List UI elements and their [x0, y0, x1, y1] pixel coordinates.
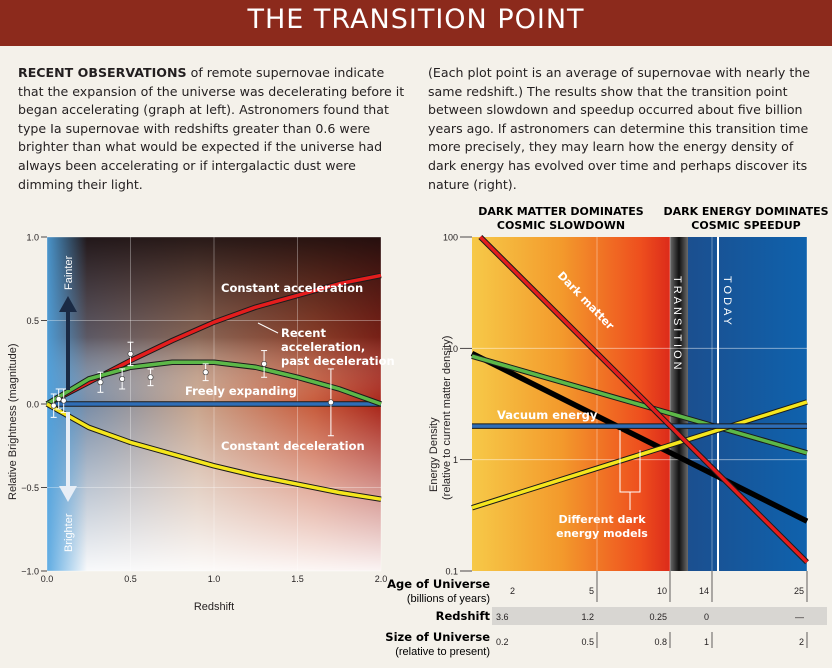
- intro-left-paragraph: RECENT OBSERVATIONS of remote supernovae…: [18, 64, 410, 194]
- right-chart: DARK MATTER DOMINATES COSMIC SLOWDOWN DA…: [385, 205, 828, 658]
- header-dark-energy-1: DARK ENERGY DOMINATES: [663, 205, 828, 218]
- label-recent-acceleration-3: past deceleration: [281, 354, 395, 368]
- data-point-8: [261, 361, 267, 367]
- left-x-axis-label: Redshift: [194, 601, 234, 613]
- table-cell-2-0: 0.2: [496, 637, 509, 647]
- data-point-3: [97, 379, 104, 386]
- table-cell-0-3: 14: [699, 586, 709, 596]
- left-chart: Fainter Brighter Constant acceleration R…: [7, 233, 395, 614]
- data-point-9: [327, 399, 334, 406]
- left-xtick-label-3: 1.5: [291, 574, 304, 584]
- fainter-label: Fainter: [63, 255, 75, 290]
- left-ytick-label-4: −1.0: [21, 567, 39, 577]
- vacuum-energy-label: Vacuum energy: [497, 408, 598, 422]
- page-title: THE TRANSITION POINT: [247, 4, 585, 35]
- fainter-arrow-icon: [59, 296, 77, 312]
- table-cell-0-4: 25: [794, 586, 804, 596]
- intro-lead: RECENT OBSERVATIONS: [18, 65, 187, 80]
- right-series: [470, 235, 809, 565]
- right-ytick-label-0: 100: [443, 233, 458, 243]
- left-series-line-1: [46, 360, 382, 406]
- data-point-6: [147, 374, 154, 381]
- size-row-label-2: (relative to present): [395, 646, 490, 658]
- left-series: [45, 272, 382, 502]
- table-cell-0-0: 2: [510, 586, 515, 596]
- right-plot-speedup-region: [688, 237, 807, 571]
- label-pointer-recent: [257, 322, 279, 334]
- left-ytick-label-1: 0.5: [26, 316, 39, 326]
- header-dark-matter-2: COSMIC SLOWDOWN: [497, 219, 625, 232]
- data-point-2: [60, 397, 67, 404]
- transition-band: [670, 237, 688, 571]
- label-freely-expanding: Freely expanding: [185, 384, 297, 398]
- left-y-axis-label: Relative Brightness (magnitude): [7, 343, 19, 500]
- right-y-axis-label-2: (relative to current matter density): [441, 336, 453, 500]
- label-constant-deceleration: Constant deceleration: [221, 439, 365, 453]
- right-ytick-label-3: 0.1: [445, 567, 458, 577]
- right-ytick-label-1: 10: [448, 344, 458, 354]
- size-row-label-1: Size of Universe: [385, 630, 490, 644]
- left-x-ticks: 0.0 0.5 1.0 1.5 2.0: [41, 574, 388, 584]
- table-cell-0-1: 5: [589, 586, 594, 596]
- right-series-line-3: [471, 354, 808, 455]
- table-cells: 2 5 10 14 253.6 1.2 0.25 0 —0.2 0.5 0.8 1 2: [496, 571, 808, 648]
- brighter-label: Brighter: [63, 513, 75, 552]
- redshift-row-band: [492, 607, 827, 625]
- label-recent-acceleration-1: Recent: [281, 326, 326, 340]
- today-label: TODAY: [721, 276, 733, 328]
- data-point-1: [55, 396, 62, 402]
- table-cell-1-2: 0.25: [649, 612, 667, 622]
- header-bar: [0, 0, 832, 46]
- header-dark-matter-1: DARK MATTER DOMINATES: [478, 205, 644, 218]
- table-cell-2-4: 2: [799, 637, 804, 647]
- label-recent-acceleration-2: acceleration,: [281, 340, 365, 354]
- intro-left-text: of remote supernovae indicate that the e…: [18, 65, 405, 192]
- right-ytick-label-2: 1: [453, 455, 458, 465]
- left-y-ticks: 1.0 0.5 0.0 −0.5 −1.0: [21, 233, 47, 577]
- left-ytick-label-3: −0.5: [21, 483, 39, 493]
- left-data-points: [50, 341, 334, 437]
- left-xtick-label-2: 1.0: [208, 574, 221, 584]
- data-point-0: [50, 402, 57, 409]
- left-ytick-label-0: 1.0: [26, 233, 39, 243]
- transition-label: TRANSITION: [671, 276, 683, 373]
- table-cell-1-3: 0: [704, 612, 709, 622]
- table-cell-1-1: 1.2: [581, 612, 594, 622]
- label-constant-acceleration: Constant acceleration: [221, 281, 363, 295]
- redshift-row-label: Redshift: [436, 609, 491, 623]
- models-label-2: energy models: [556, 527, 648, 540]
- table-cell-2-2: 0.8: [654, 637, 667, 647]
- table-cell-0-2: 10: [657, 586, 667, 596]
- header-dark-energy-2: COSMIC SPEEDUP: [691, 219, 800, 232]
- age-row-label-1: Age of Universe: [387, 577, 490, 591]
- right-series-line-2: [471, 351, 808, 523]
- data-point-5: [127, 350, 134, 357]
- left-xtick-label-1: 0.5: [124, 574, 137, 584]
- left-xtick-label-4: 2.0: [375, 574, 388, 584]
- table-cell-1-0: 3.6: [496, 612, 509, 622]
- intro-right-paragraph: (Each plot point is an average of supern…: [428, 65, 811, 192]
- data-point-7: [202, 369, 209, 376]
- right-y-ticks: 100 10 1 0.1: [443, 233, 472, 577]
- left-xtick-label-0: 0.0: [41, 574, 54, 584]
- left-series-line-3: [46, 402, 382, 501]
- right-grid: [472, 237, 808, 571]
- table-cell-2-3: 1: [704, 637, 709, 647]
- brighter-arrow-icon: [59, 486, 77, 502]
- right-y-axis-label-1: Energy Density: [428, 417, 440, 492]
- table-cell-1-4: —: [795, 612, 804, 622]
- age-row-label-2: (billions of years): [407, 593, 490, 605]
- left-ytick-label-2: 0.0: [26, 400, 39, 410]
- data-point-4: [119, 376, 126, 382]
- models-label-1: Different dark: [558, 513, 646, 526]
- table-cell-2-1: 0.5: [581, 637, 594, 647]
- right-series-line-0: [479, 235, 809, 564]
